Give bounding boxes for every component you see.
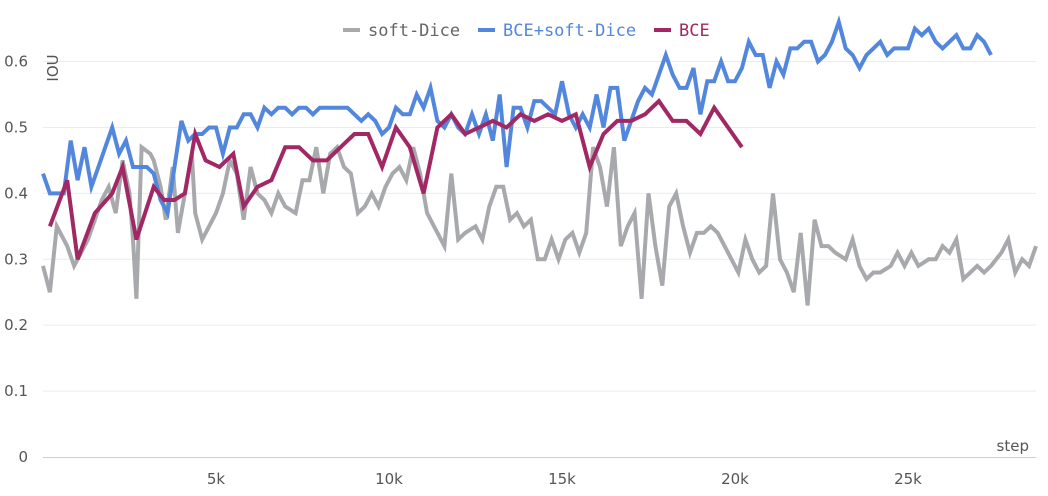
y-tick-label: 0.6 (4, 53, 28, 71)
y-tick-label: 0.5 (4, 118, 28, 136)
series-layer (41, 15, 1038, 306)
y-tick-label: 0 (18, 448, 28, 466)
y-tick-label: 0.4 (4, 184, 28, 202)
series-line-1 (41, 15, 993, 220)
y-tick-label: 0.2 (4, 316, 28, 334)
x-tick-label: 25k (894, 470, 922, 488)
legend-entry: BCE (679, 21, 710, 41)
x-axis-label: step (997, 437, 1029, 455)
series-line-2 (48, 98, 744, 261)
y-axis-label: IOU (44, 54, 62, 81)
x-tick-label: 20k (721, 470, 749, 488)
y-tick-label: 0.1 (4, 382, 28, 400)
y-tick-label: 0.3 (4, 250, 28, 268)
chart-legend: soft-Dice BCE+soft-Dice BCE (343, 21, 710, 41)
y-axis-ticks: 0 0.1 0.2 0.3 0.4 0.5 0.6 (4, 53, 28, 466)
x-tick-label: 15k (548, 470, 576, 488)
grid-lines (43, 61, 1036, 392)
x-axis-ticks: 5k 10k 15k 20k 25k (207, 470, 922, 488)
legend-entry: BCE+soft-Dice (503, 21, 636, 41)
x-tick-label: 5k (207, 470, 226, 488)
legend-entry: soft-Dice (368, 21, 460, 41)
x-tick-label: 10k (375, 470, 403, 488)
series-line-0 (41, 143, 1038, 306)
